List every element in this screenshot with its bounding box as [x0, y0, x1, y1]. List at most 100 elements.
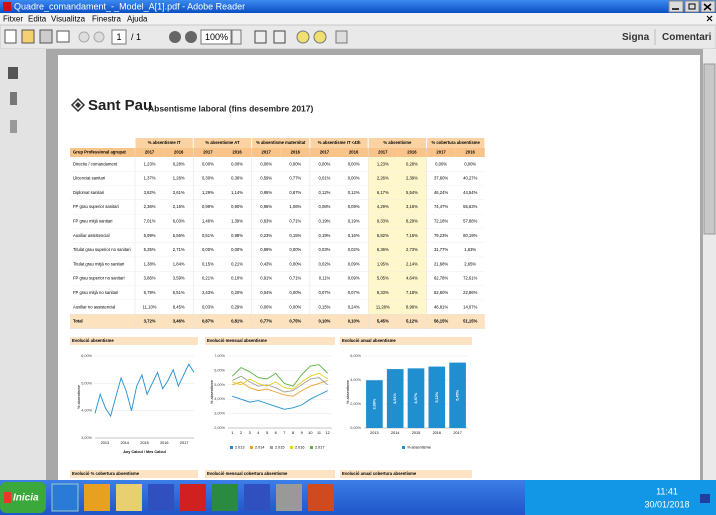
powerpoint-icon[interactable]	[308, 484, 334, 511]
ie-icon[interactable]	[51, 483, 79, 512]
chart-title: Evolució anual cobertura absentisme	[342, 471, 417, 476]
highlight-icon[interactable]	[313, 30, 327, 44]
cell: 0,63%	[260, 218, 272, 223]
cell: 0,03%	[202, 304, 214, 309]
group-header-bg	[193, 138, 252, 148]
open-icon[interactable]	[21, 29, 35, 44]
bookmarks-icon[interactable]	[10, 92, 17, 105]
scroll-thumb[interactable]	[703, 63, 716, 235]
highlight-col	[368, 199, 427, 215]
fit-page-icon[interactable]	[254, 30, 267, 44]
cell: 44,54%	[463, 190, 477, 195]
cell: 0,28%	[406, 161, 418, 166]
cell: 1,39%	[231, 218, 243, 223]
expand-icon[interactable]	[335, 30, 348, 44]
doc-title: Absentisme laboral (fins desembre 2017)	[148, 103, 314, 113]
page-field[interactable]	[111, 29, 127, 45]
cell: 0,75%	[289, 319, 301, 324]
create-icon[interactable]	[4, 29, 17, 44]
word-icon-2[interactable]	[244, 484, 270, 511]
cell: 0,01%	[319, 176, 331, 181]
word-icon[interactable]	[148, 484, 174, 511]
cell: 40,27%	[463, 176, 477, 181]
zoom-dropdown[interactable]	[231, 29, 242, 45]
y-axis-label: % absentisme	[77, 385, 81, 409]
row-label: Directiu / comandament	[73, 161, 118, 166]
app-icon-2[interactable]	[84, 484, 110, 511]
menu-item[interactable]: Ajuda	[127, 15, 148, 24]
show-desktop[interactable]	[700, 494, 710, 503]
menu-item[interactable]: Edita	[28, 15, 47, 24]
maximize-button[interactable]	[684, 0, 700, 13]
comment-icon[interactable]	[296, 30, 310, 44]
x-tick-label: 2017	[180, 441, 188, 445]
group-header-bg	[427, 138, 485, 148]
cell: 8,33%	[377, 290, 389, 295]
first-header: Grup Professional agrupat	[73, 150, 126, 155]
cell: 0,08%	[319, 204, 331, 209]
mail-icon[interactable]	[56, 30, 70, 43]
fit-width-icon[interactable]	[273, 30, 286, 44]
cell: 21,68%	[434, 261, 448, 266]
menu-item[interactable]: Visualitza	[51, 15, 86, 24]
print-icon[interactable]	[39, 29, 53, 44]
start-button[interactable]	[0, 482, 46, 513]
year-header: 2017	[436, 150, 446, 155]
zoom-field[interactable]	[200, 29, 232, 45]
cell: 0,21%	[202, 276, 214, 281]
explorer-icon[interactable]	[116, 484, 142, 511]
row-label: Auxiliar assistencial	[73, 233, 110, 238]
cell: 11,10%	[143, 304, 157, 309]
next-page[interactable]	[93, 31, 105, 43]
logo-text: Sant Pau	[88, 97, 152, 114]
cell: 72,18%	[434, 218, 448, 223]
cell: 0,77%	[289, 176, 301, 181]
excel-icon[interactable]	[212, 484, 238, 511]
sign-button[interactable]: Signa	[622, 32, 650, 43]
pages-icon[interactable]	[8, 67, 18, 79]
bar	[428, 366, 446, 428]
prev-page[interactable]	[78, 31, 90, 43]
year-header: 2016	[232, 150, 242, 155]
cell: 0,96%	[260, 204, 272, 209]
cell: 72,61%	[463, 276, 477, 281]
cell: 0,77%	[260, 319, 272, 324]
menu-item[interactable]: Fitxer	[3, 15, 23, 24]
cell: 4,64%	[406, 276, 418, 281]
x-tick-label: 4	[257, 431, 259, 435]
y-axis-label: % absentisme	[210, 380, 214, 404]
chart-title-bg	[340, 470, 472, 478]
attachments-icon[interactable]	[10, 120, 17, 133]
y-tick-label: 6,00%	[350, 354, 361, 358]
menu-item[interactable]: Finestra	[92, 15, 121, 24]
group-header: % absentisme	[383, 140, 412, 145]
cell: 7,18%	[406, 290, 418, 295]
doc-close[interactable]	[706, 15, 713, 22]
cell: 5,12%	[406, 319, 418, 324]
cell: 0,12%	[319, 190, 331, 195]
x-tick-label: 6	[275, 431, 277, 435]
x-tick-label: 10	[308, 431, 312, 435]
row-label: Titulat grau mitjà no sanitari	[73, 261, 124, 266]
zoom-in[interactable]	[185, 31, 197, 43]
group-header-bg	[310, 138, 368, 148]
legend-label: 2.013	[235, 446, 245, 450]
cell: 74,47%	[434, 204, 448, 209]
cell: 5,79%	[144, 290, 156, 295]
comment-button[interactable]: Comentari	[662, 32, 712, 43]
cell: 0,00%	[231, 161, 243, 166]
row-label: FP grau superior sanitari	[73, 204, 119, 209]
cell: 6,36%	[377, 247, 389, 252]
cell: 0,91%	[260, 276, 272, 281]
cell: 0,02%	[319, 261, 331, 266]
side-panel	[0, 49, 46, 480]
cell: 0,51%	[202, 233, 214, 238]
reader-icon[interactable]	[180, 484, 206, 511]
cell: 8,29%	[406, 218, 418, 223]
minimize-button[interactable]	[668, 0, 684, 13]
year-header-bg	[397, 148, 427, 157]
page-total: / 1	[131, 32, 141, 42]
app-icon-3[interactable]	[276, 484, 302, 511]
zoom-out[interactable]	[169, 31, 181, 43]
